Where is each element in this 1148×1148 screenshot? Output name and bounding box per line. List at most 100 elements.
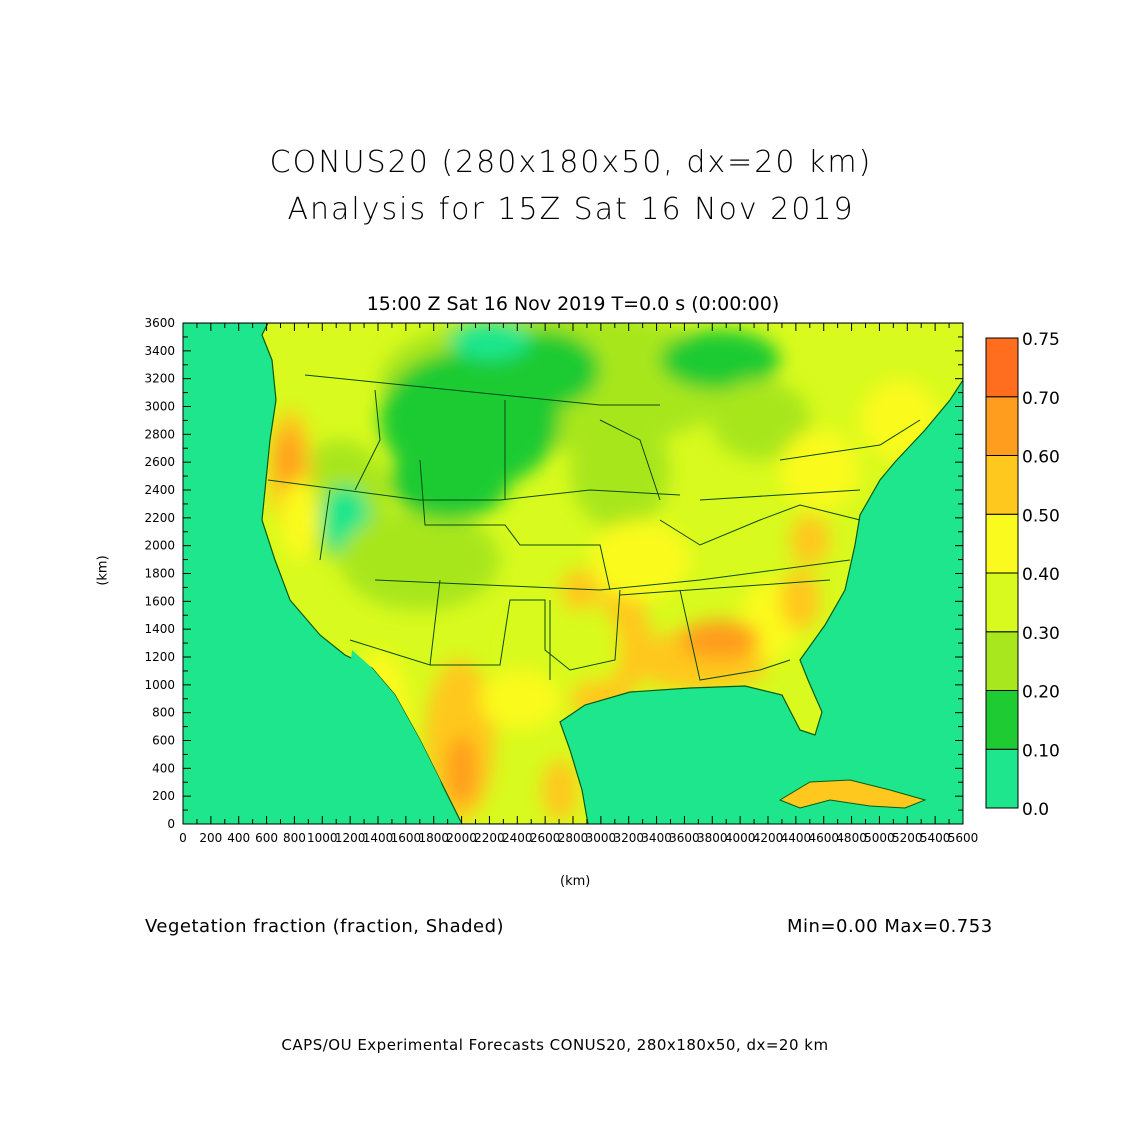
y-tick-label: 1400 bbox=[144, 622, 175, 636]
x-tick-label: 2800 bbox=[558, 831, 589, 845]
x-tick-label: 800 bbox=[283, 831, 306, 845]
x-tick-label: 4000 bbox=[725, 831, 756, 845]
y-tick-label: 0 bbox=[167, 817, 175, 831]
shading-patch bbox=[542, 760, 578, 820]
x-tick-label: 1000 bbox=[307, 831, 338, 845]
valid-time-label: 15:00 Z Sat 16 Nov 2019 T=0.0 s (0:00:00… bbox=[366, 293, 780, 315]
y-tick-label: 3600 bbox=[144, 316, 175, 330]
colorbar-label: 0.10 bbox=[1022, 741, 1060, 761]
plot-title: CONUS20 (280x180x50, dx=20 km) bbox=[269, 145, 873, 180]
shading-patch bbox=[340, 510, 500, 610]
y-tick-label: 3200 bbox=[144, 372, 175, 386]
colorbar-swatch bbox=[985, 631, 1019, 691]
state-border bbox=[304, 374, 660, 406]
shading-patch bbox=[790, 515, 830, 565]
x-tick-label: 600 bbox=[255, 831, 278, 845]
gulf-of-california bbox=[350, 650, 455, 824]
x-tick-label: 5000 bbox=[864, 831, 895, 845]
y-tick-label: 200 bbox=[152, 789, 175, 803]
y-tick-label: 1200 bbox=[144, 650, 175, 664]
colorbar-swatch bbox=[985, 748, 1019, 809]
x-tick-label: 5200 bbox=[892, 831, 923, 845]
x-tick-label: 3400 bbox=[641, 831, 672, 845]
state-border bbox=[354, 389, 381, 491]
colorbar-label: 0.20 bbox=[1022, 683, 1060, 703]
shading-patch bbox=[660, 330, 780, 390]
x-tick-label: 1600 bbox=[391, 831, 422, 845]
cuba-island bbox=[778, 779, 927, 809]
y-tick-label: 2200 bbox=[144, 511, 175, 525]
x-tick-label: 4200 bbox=[753, 831, 784, 845]
x-tick-label: 4600 bbox=[808, 831, 839, 845]
y-tick-label: 800 bbox=[152, 706, 175, 720]
colorbar-label: 0.40 bbox=[1022, 565, 1060, 585]
y-tick-label: 2800 bbox=[144, 427, 175, 441]
coastline bbox=[183, 323, 963, 824]
colorbar-swatch bbox=[985, 455, 1019, 515]
y-tick-label: 1800 bbox=[144, 567, 175, 581]
state-border bbox=[319, 489, 331, 561]
x-tick-label: 4800 bbox=[836, 831, 867, 845]
state-border bbox=[419, 459, 611, 591]
y-tick-label: 2000 bbox=[144, 539, 175, 553]
shading-patch bbox=[447, 735, 477, 805]
colorbar-label: 0.75 bbox=[1022, 330, 1060, 350]
state-border bbox=[659, 504, 861, 546]
colorbar-label: 0.0 bbox=[1022, 800, 1049, 820]
state-borders bbox=[267, 374, 921, 681]
x-tick-label: 0 bbox=[179, 831, 187, 845]
x-tick-label: 2400 bbox=[502, 831, 533, 845]
colorbar-swatch bbox=[985, 513, 1019, 574]
x-tick-label: 3000 bbox=[586, 831, 617, 845]
x-tick-label: 400 bbox=[227, 831, 250, 845]
x-tick-label: 1400 bbox=[363, 831, 394, 845]
y-tick-label: 2600 bbox=[144, 455, 175, 469]
state-border bbox=[619, 579, 831, 596]
shading-patch bbox=[780, 430, 860, 510]
footer-label: CAPS/OU Experimental Forecasts CONUS20, … bbox=[281, 1036, 829, 1054]
state-border bbox=[679, 589, 791, 681]
x-tick-label: 1200 bbox=[335, 831, 366, 845]
x-tick-label: 2200 bbox=[474, 831, 505, 845]
state-border bbox=[430, 589, 621, 671]
shading-patch bbox=[450, 323, 530, 360]
x-tick-label: 3600 bbox=[669, 831, 700, 845]
x-tick-label: 3800 bbox=[697, 831, 728, 845]
shading-patch bbox=[780, 570, 820, 630]
y-tick-label: 1600 bbox=[144, 594, 175, 608]
y-tick-label: 3000 bbox=[144, 400, 175, 414]
colorbar-swatch bbox=[985, 396, 1019, 456]
x-axis-label: (km) bbox=[560, 874, 591, 889]
x-tick-label: 1800 bbox=[418, 831, 449, 845]
y-tick-label: 2400 bbox=[144, 483, 175, 497]
colorbar: 0.0 0.10 0.20 0.30 0.40 0.50 0.60 0.70 0.75 bbox=[985, 330, 1060, 820]
min-max-label: Min=0.00 Max=0.753 bbox=[787, 916, 993, 937]
colorbar-swatch bbox=[985, 572, 1019, 633]
colorbar-label: 0.60 bbox=[1022, 448, 1060, 468]
plot-subtitle: Analysis for 15Z Sat 16 Nov 2019 bbox=[287, 192, 855, 227]
state-border bbox=[267, 479, 681, 501]
state-border bbox=[599, 419, 661, 501]
x-tick-label: 4400 bbox=[781, 831, 812, 845]
colorbar-swatch bbox=[985, 690, 1019, 750]
x-tick-label: 5400 bbox=[920, 831, 951, 845]
x-tick-label: 3200 bbox=[613, 831, 644, 845]
state-border bbox=[699, 489, 861, 501]
variable-label: Vegetation fraction (fraction, Shaded) bbox=[145, 916, 505, 937]
shading-patch bbox=[276, 430, 300, 490]
y-axis-label: (km) bbox=[95, 555, 111, 586]
x-tick-label: 2600 bbox=[530, 831, 561, 845]
shading-patch bbox=[710, 380, 810, 460]
colorbar-label: 0.50 bbox=[1022, 506, 1060, 526]
y-tick-label: 600 bbox=[152, 734, 175, 748]
shading-patch bbox=[560, 570, 600, 610]
state-border bbox=[374, 559, 851, 591]
colorbar-label: 0.70 bbox=[1022, 389, 1060, 409]
state-border bbox=[779, 419, 921, 461]
shading-patch bbox=[680, 620, 760, 660]
colorbar-swatch bbox=[985, 337, 1019, 398]
shading-patch bbox=[570, 410, 670, 530]
x-tick-label: 5600 bbox=[948, 831, 979, 845]
